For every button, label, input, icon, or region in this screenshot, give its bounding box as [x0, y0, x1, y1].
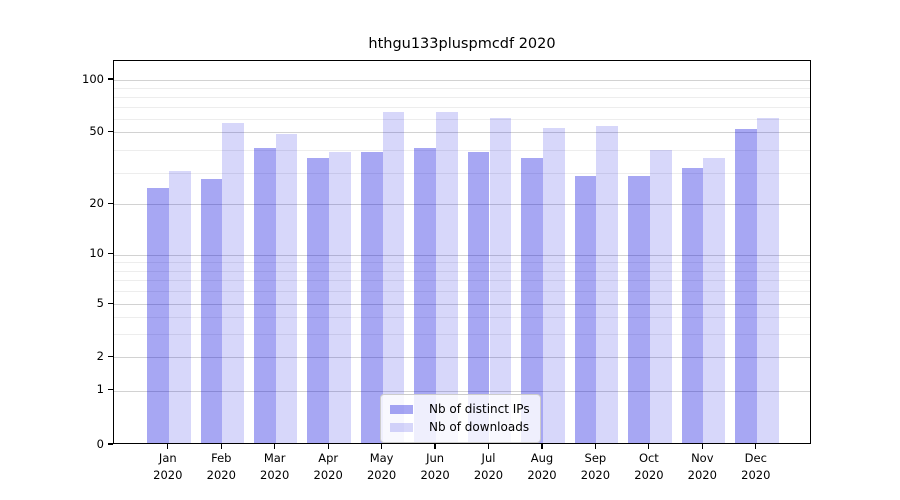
- y-gridline-major-2: [114, 357, 810, 359]
- y-tick-mark-50: [108, 130, 113, 132]
- y-gridline-major-1: [114, 390, 810, 392]
- x-tick-mark-mar: [274, 444, 276, 449]
- bar-jan-downloads: [168, 170, 191, 443]
- y-gridline-minor-4: [114, 317, 810, 318]
- legend-swatch-downloads: [390, 422, 413, 432]
- y-gridline-minor-70: [114, 107, 810, 108]
- x-tick-mark-oct: [648, 444, 650, 449]
- y-tick-mark-1: [108, 389, 113, 391]
- x-tick-label-dec: Dec 2020: [741, 451, 771, 482]
- bar-jul-downloads: [489, 117, 512, 443]
- x-tick-label-jun: Jun 2020: [420, 451, 450, 482]
- x-tick-label-oct: Oct 2020: [634, 451, 664, 482]
- bar-jul-distinct-ips: [467, 151, 490, 443]
- y-gridline-minor-7: [114, 280, 810, 282]
- bar-nov-downloads: [703, 158, 726, 443]
- bar-dec-downloads: [756, 117, 779, 443]
- x-tick-label-jul: Jul 2020: [473, 451, 504, 482]
- bar-may-downloads: [382, 111, 405, 443]
- y-tick-label-2: 2: [96, 348, 104, 363]
- legend-label-distinct-ips: Nb of distinct IPs: [429, 402, 530, 416]
- plot-area: Nb of distinct IPs Nb of downloads: [113, 60, 811, 444]
- bar-jun-distinct-ips: [414, 147, 437, 443]
- bar-nov-distinct-ips: [681, 167, 704, 443]
- bar-apr-distinct-ips: [307, 158, 330, 443]
- legend-label-downloads: Nb of downloads: [429, 420, 530, 434]
- x-tick-mark-apr: [327, 444, 329, 449]
- x-tick-label-feb: Feb 2020: [206, 451, 236, 482]
- x-tick-label-apr: Apr 2020: [313, 451, 343, 482]
- y-gridline-minor-60: [114, 118, 810, 120]
- x-tick-mark-jan: [167, 444, 169, 449]
- y-tick-label-100: 100: [82, 71, 104, 86]
- bar-mar-downloads: [275, 133, 298, 443]
- y-gridline-major-20: [114, 204, 810, 206]
- y-gridline-minor-30: [114, 172, 810, 174]
- bar-sep-distinct-ips: [574, 175, 597, 443]
- y-tick-mark-5: [108, 302, 113, 304]
- x-tick-mark-jul: [487, 444, 490, 449]
- y-gridline-major-5: [114, 304, 810, 306]
- bar-apr-downloads: [329, 151, 351, 443]
- y-tick-label-5: 5: [96, 295, 104, 310]
- y-tick-mark-10: [108, 253, 113, 255]
- bar-aug-distinct-ips: [521, 158, 543, 443]
- x-tick-mark-nov: [701, 444, 703, 449]
- bar-sep-downloads: [596, 126, 619, 443]
- legend: Nb of distinct IPs Nb of downloads: [380, 394, 541, 443]
- bar-mar-distinct-ips: [253, 147, 276, 443]
- x-tick-mark-feb: [220, 444, 222, 449]
- y-tick-mark-2: [108, 355, 113, 357]
- y-tick-mark-0: [108, 443, 113, 445]
- bar-aug-downloads: [543, 127, 565, 443]
- y-gridline-major-10: [114, 254, 810, 256]
- y-gridline-minor-8: [114, 270, 810, 272]
- y-gridline-minor-40: [114, 149, 810, 151]
- y-gridline-minor-90: [114, 88, 810, 89]
- bar-jan-distinct-ips: [147, 187, 169, 443]
- y-tick-label-1: 1: [96, 382, 104, 397]
- bar-oct-downloads: [649, 149, 672, 443]
- x-tick-mark-may: [381, 444, 383, 449]
- bar-feb-distinct-ips: [200, 178, 223, 443]
- x-tick-label-jan: Jan 2020: [153, 451, 183, 482]
- bar-jun-downloads: [436, 111, 458, 443]
- y-tick-label-20: 20: [89, 195, 104, 210]
- y-gridline-minor-9: [114, 262, 810, 264]
- y-tick-label-50: 50: [89, 123, 104, 138]
- legend-item-distinct-ips: Nb of distinct IPs: [390, 400, 530, 418]
- x-tick-mark-aug: [541, 444, 543, 449]
- chart-title: hthgu133pluspmcdf 2020: [368, 36, 556, 52]
- y-gridline-minor-6: [114, 291, 810, 293]
- y-tick-label-0: 0: [96, 436, 104, 451]
- bar-oct-distinct-ips: [628, 175, 650, 443]
- x-tick-label-nov: Nov 2020: [687, 451, 717, 482]
- y-tick-mark-20: [108, 202, 113, 204]
- y-tick-label-10: 10: [89, 246, 104, 261]
- x-tick-label-may: May 2020: [366, 451, 397, 482]
- bar-may-distinct-ips: [360, 151, 383, 443]
- bar-dec-distinct-ips: [735, 128, 757, 443]
- y-gridline-major-50: [114, 132, 810, 134]
- x-tick-label-aug: Aug 2020: [527, 451, 557, 482]
- y-gridline-minor-80: [114, 96, 810, 98]
- y-gridline-minor-3: [114, 333, 810, 335]
- legend-item-downloads: Nb of downloads: [390, 418, 530, 436]
- x-tick-label-sep: Sep 2020: [580, 451, 611, 482]
- x-tick-label-mar: Mar 2020: [260, 451, 290, 482]
- y-tick-mark-100: [108, 78, 113, 80]
- bar-feb-downloads: [222, 123, 245, 443]
- x-tick-mark-jun: [434, 444, 436, 449]
- legend-swatch-distinct-ips: [390, 404, 413, 414]
- y-gridline-major-100: [114, 80, 810, 81]
- x-tick-mark-sep: [594, 444, 596, 449]
- x-tick-mark-dec: [755, 444, 757, 449]
